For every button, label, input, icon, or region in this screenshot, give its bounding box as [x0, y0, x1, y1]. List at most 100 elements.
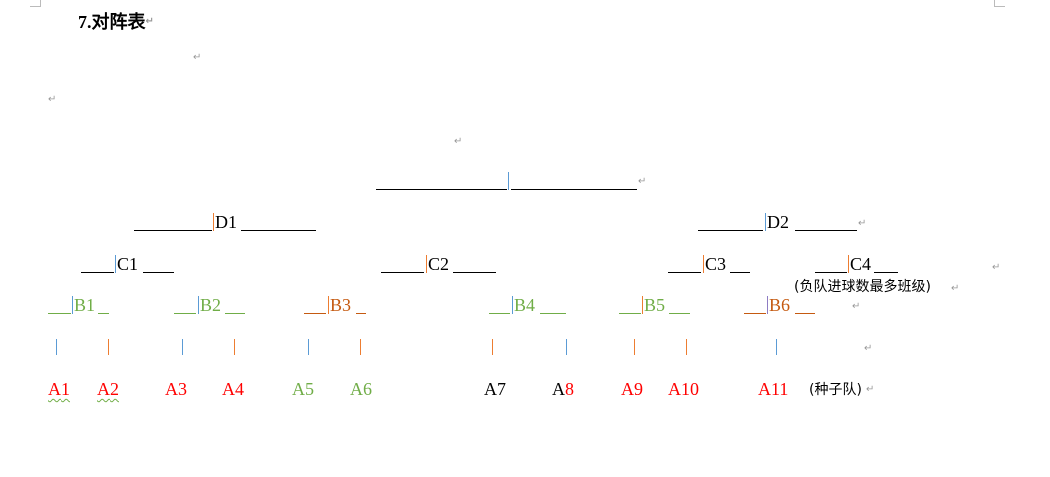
team-a4: A4 — [222, 379, 244, 399]
bracket-line — [98, 313, 109, 314]
bracket-label: 11 — [771, 379, 789, 399]
team-a10: A10 — [668, 379, 699, 399]
team-connector-line — [234, 339, 235, 355]
team-a11: A11 — [758, 379, 788, 399]
bracket-label: B3 — [330, 295, 352, 315]
bracket-label: 3 — [178, 379, 187, 399]
bracket-label: 9 — [634, 379, 643, 399]
bracket-divider — [72, 296, 73, 314]
bracket-label: A — [165, 379, 178, 399]
page-corner-marker — [994, 0, 1005, 7]
bracket-line — [241, 230, 316, 231]
paragraph-mark: ↵ — [852, 301, 861, 312]
team-connector-line — [182, 339, 183, 355]
bracket-label: 8 — [565, 379, 574, 399]
bracket-label: 5 — [305, 379, 314, 399]
team-connector-line — [56, 339, 57, 355]
bracket-label: A — [292, 379, 305, 399]
paragraph-mark: ↵ — [866, 384, 875, 395]
bracket-label: A — [758, 379, 771, 399]
bracket-label: C2 — [428, 254, 450, 274]
bracket-line — [619, 313, 641, 314]
bracket-label: C3 — [705, 254, 727, 274]
bracket-label: A — [621, 379, 634, 399]
bracket-line — [225, 313, 245, 314]
bracket-divider — [765, 213, 766, 231]
bracket-line — [668, 272, 701, 273]
bracket-label: 4 — [235, 379, 244, 399]
bracket-label: C4 — [850, 254, 872, 274]
bracket-divider — [512, 296, 513, 314]
team-a2: A2 — [97, 379, 119, 399]
seed-note: (种子队) — [809, 382, 862, 398]
bracket-divider — [213, 213, 214, 231]
bracket-divider — [848, 255, 849, 273]
team-connector-line — [776, 339, 777, 355]
paragraph-mark: ↵ — [992, 262, 1001, 273]
paragraph-mark: ↵ — [638, 176, 647, 187]
bracket-label: A — [350, 379, 363, 399]
team-connector-line — [308, 339, 309, 355]
page-title: 7.对阵表 ↵ — [78, 12, 154, 32]
bracket-label: B6 — [769, 295, 791, 315]
bracket-line — [304, 313, 326, 314]
paragraph-mark: ↵ — [145, 16, 154, 27]
bracket-line — [134, 230, 212, 231]
bracket-label: A — [552, 379, 565, 399]
bracket-label: B2 — [200, 295, 222, 315]
bracket-line — [698, 230, 763, 231]
bracket-line — [795, 313, 815, 314]
bracket-divider — [703, 255, 704, 273]
bracket-label: D2 — [767, 212, 789, 232]
bracket-line — [730, 272, 750, 273]
bracket-line — [540, 313, 566, 314]
bracket-label: B1 — [74, 295, 96, 315]
bracket-label: 10 — [681, 379, 699, 399]
bracket-divider — [767, 296, 768, 314]
team-connector-line — [566, 339, 567, 355]
team-a5: A5 — [292, 379, 314, 399]
bracket-line — [143, 272, 174, 273]
bracket-line — [174, 313, 196, 314]
bracket-label: A — [668, 379, 681, 399]
bracket-label: 7.对阵表 — [78, 12, 146, 32]
bracket-line — [489, 313, 510, 314]
bracket-line — [669, 313, 690, 314]
bracket-line — [874, 272, 898, 273]
team-connector-line — [360, 339, 361, 355]
team-a9: A9 — [621, 379, 643, 399]
bracket-label: 7 — [497, 379, 506, 399]
paragraph-mark: ↵ — [951, 283, 960, 294]
paragraph-mark: ↵ — [858, 218, 867, 229]
bracket-divider — [426, 255, 427, 273]
team-a1: A1 — [48, 379, 70, 399]
bracket-line — [815, 272, 847, 273]
bracket-line — [744, 313, 766, 314]
bracket-line — [48, 313, 71, 314]
team-connector-line — [634, 339, 635, 355]
bracket-divider — [328, 296, 329, 314]
bracket-label: D1 — [215, 212, 237, 232]
paragraph-mark: ↵ — [864, 343, 873, 354]
bracket-line — [376, 189, 507, 190]
bracket-divider — [508, 172, 509, 190]
bracket-label: B5 — [644, 295, 666, 315]
bracket-label: A — [484, 379, 497, 399]
paragraph-mark: ↵ — [193, 52, 202, 63]
bracket-line — [795, 230, 857, 231]
team-a3: A3 — [165, 379, 187, 399]
team-a7: A7 — [484, 379, 506, 399]
bracket-divider — [642, 296, 643, 314]
bracket-divider — [115, 255, 116, 273]
bracket-label: 6 — [363, 379, 372, 399]
team-connector-line — [492, 339, 493, 355]
bracket-label: A — [48, 379, 61, 399]
bracket-line — [511, 189, 637, 190]
bracket-label: 2 — [110, 379, 119, 399]
bracket-divider — [198, 296, 199, 314]
page-corner-marker — [30, 0, 41, 7]
team-connector-line — [108, 339, 109, 355]
bracket-line — [356, 313, 366, 314]
bracket-label: 1 — [61, 379, 70, 399]
bracket-line — [453, 272, 496, 273]
